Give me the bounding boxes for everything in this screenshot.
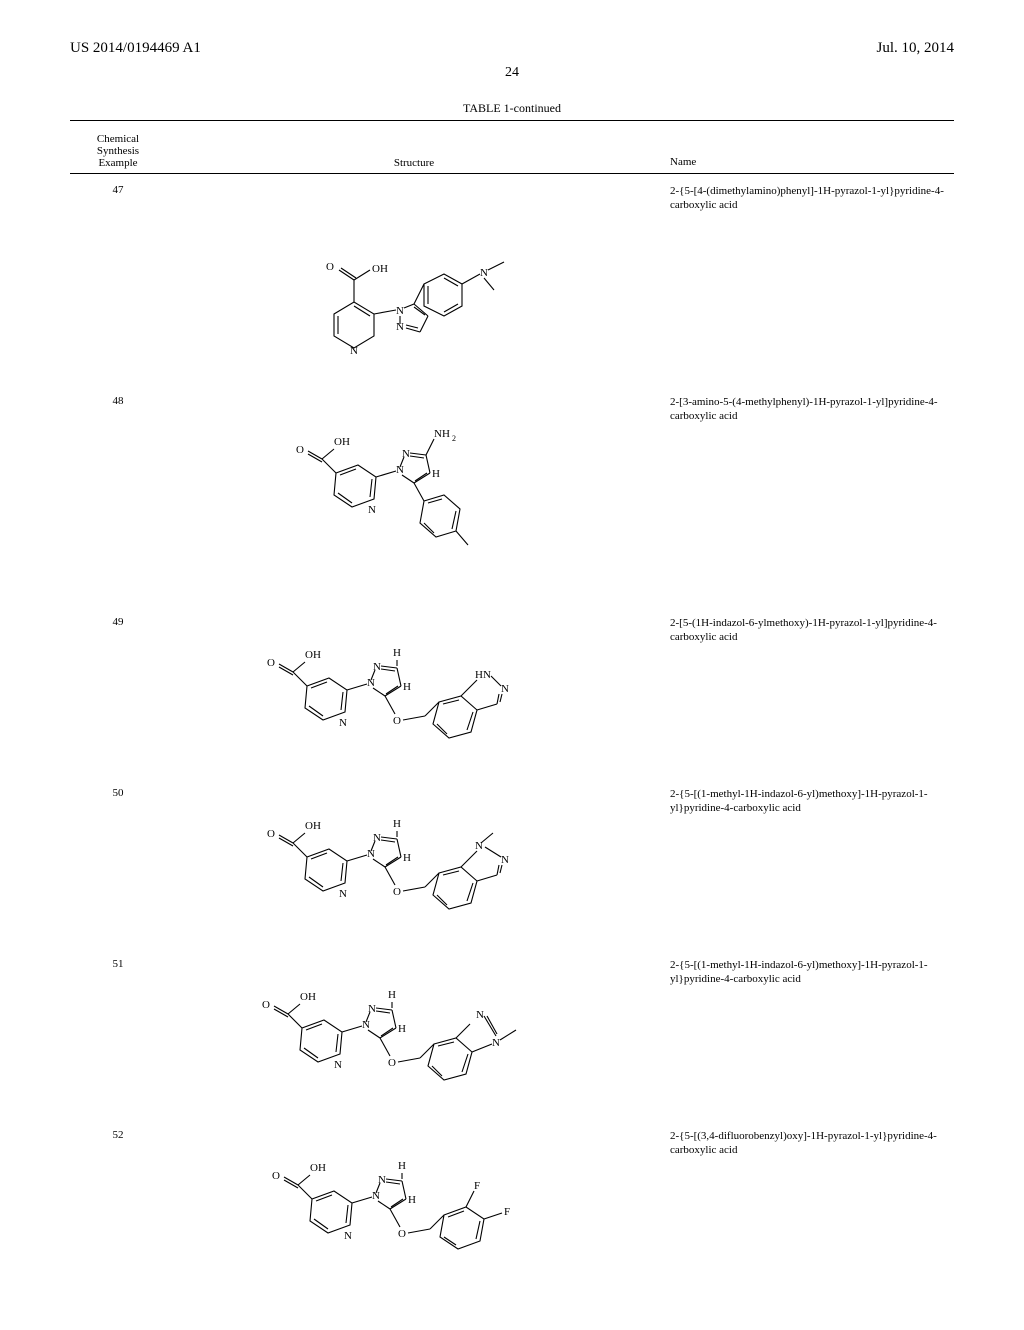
table-row: 47 N O OH N N N <box>70 174 954 386</box>
svg-text:H: H <box>398 1023 406 1035</box>
svg-text:OH: OH <box>310 1162 326 1174</box>
chem-structure-50: OH O N N N H H O <box>249 787 579 927</box>
svg-text:OH: OH <box>305 820 321 832</box>
svg-text:N: N <box>350 345 358 357</box>
svg-text:NH: NH <box>434 428 450 440</box>
svg-text:H: H <box>403 852 411 864</box>
table-row: 49 OH O N N N H H O <box>70 606 954 777</box>
table-row: 52 OH O N N N H H O <box>70 1119 954 1290</box>
svg-text:N: N <box>501 683 509 695</box>
svg-text:HN: HN <box>475 669 491 681</box>
example-number: 51 <box>70 948 166 1119</box>
table-row: 50 OH O N N N H H O <box>70 777 954 948</box>
svg-text:OH: OH <box>305 649 321 661</box>
svg-text:OH: OH <box>300 991 316 1003</box>
svg-text:H: H <box>432 468 440 480</box>
svg-text:N: N <box>492 1037 500 1049</box>
compound-name: 2-{5-[(3,4-difluorobenzyl)oxy]-1H-pyrazo… <box>662 1119 954 1290</box>
compound-name: 2-{5-[(1-methyl-1H-indazol-6-yl)methoxy]… <box>662 948 954 1119</box>
compound-table: Chemical Synthesis Example Structure Nam… <box>70 120 954 1290</box>
compound-name: 2-[3-amino-5-(4-methylphenyl)-1H-pyrazol… <box>662 385 954 606</box>
chem-structure-49: OH O N N N H H O <box>249 616 579 756</box>
structure-cell: OH O N N N H H O <box>166 606 662 777</box>
svg-text:O: O <box>267 657 275 669</box>
table-row: 48 OH O N N N H NH 2 <box>70 385 954 606</box>
publication-date: Jul. 10, 2014 <box>876 40 954 57</box>
col-header-name: Name <box>662 129 954 174</box>
svg-text:O: O <box>398 1228 406 1240</box>
svg-text:OH: OH <box>372 263 388 275</box>
svg-text:H: H <box>388 989 396 1001</box>
example-number: 49 <box>70 606 166 777</box>
svg-text:O: O <box>267 828 275 840</box>
svg-text:H: H <box>398 1160 406 1172</box>
svg-text:OH: OH <box>334 436 350 448</box>
svg-text:N: N <box>501 854 509 866</box>
compound-name: 2-[5-(1H-indazol-6-ylmethoxy)-1H-pyrazol… <box>662 606 954 777</box>
svg-text:O: O <box>296 444 304 456</box>
page-number: 24 <box>70 65 954 81</box>
example-number: 47 <box>70 174 166 386</box>
svg-text:O: O <box>393 886 401 898</box>
svg-text:O: O <box>388 1057 396 1069</box>
svg-text:N: N <box>334 1059 342 1071</box>
structure-cell: OH O N N N H H O <box>166 948 662 1119</box>
chem-structure-51: OH O N N N H H O <box>244 958 584 1098</box>
svg-text:F: F <box>474 1180 480 1192</box>
example-number: 50 <box>70 777 166 948</box>
structure-cell: OH O N N N H NH 2 <box>166 385 662 606</box>
structure-cell: N O OH N N N <box>166 174 662 386</box>
svg-text:F: F <box>504 1206 510 1218</box>
table-caption: TABLE 1-continued <box>70 101 954 116</box>
svg-text:2: 2 <box>452 434 456 443</box>
chem-structure-52: OH O N N N H H O <box>254 1129 574 1269</box>
structure-cell: OH O N N N H H O <box>166 1119 662 1290</box>
svg-text:N: N <box>339 888 347 900</box>
chem-structure-48: OH O N N N H NH 2 <box>274 395 554 585</box>
col-header-example: Chemical Synthesis Example <box>70 129 166 174</box>
table-row: 51 OH O N N N H H O <box>70 948 954 1119</box>
svg-text:O: O <box>393 715 401 727</box>
svg-text:O: O <box>272 1170 280 1182</box>
svg-text:H: H <box>393 647 401 659</box>
svg-text:O: O <box>262 999 270 1011</box>
svg-text:N: N <box>396 305 404 317</box>
example-number: 48 <box>70 385 166 606</box>
col-header-structure: Structure <box>166 129 662 174</box>
svg-text:H: H <box>408 1194 416 1206</box>
svg-text:H: H <box>393 818 401 830</box>
compound-name: 2-{5-[4-(dimethylamino)phenyl]-1H-pyrazo… <box>662 174 954 386</box>
svg-text:H: H <box>403 681 411 693</box>
svg-text:N: N <box>339 717 347 729</box>
chem-structure-47: N O OH N N N <box>284 184 544 364</box>
svg-text:N: N <box>480 267 488 279</box>
publication-number: US 2014/0194469 A1 <box>70 40 201 57</box>
svg-text:N: N <box>344 1230 352 1242</box>
example-number: 52 <box>70 1119 166 1290</box>
compound-name: 2-{5-[(1-methyl-1H-indazol-6-yl)methoxy]… <box>662 777 954 948</box>
svg-text:O: O <box>326 261 334 273</box>
page-header: US 2014/0194469 A1 Jul. 10, 2014 <box>70 40 954 57</box>
svg-text:N: N <box>476 1009 484 1021</box>
svg-text:N: N <box>368 504 376 516</box>
structure-cell: OH O N N N H H O <box>166 777 662 948</box>
